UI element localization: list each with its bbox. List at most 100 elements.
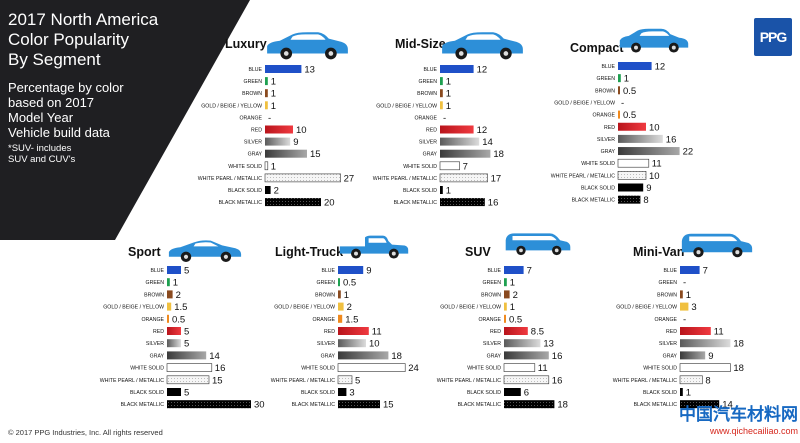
bar-row: BROWN 1	[315, 290, 349, 301]
value-label: 0.5	[623, 110, 636, 121]
category-label: SILVER	[317, 341, 335, 347]
bar-row: SILVER 9	[244, 137, 299, 148]
bar	[680, 266, 700, 274]
category-label: WHITE PEARL / METALLIC	[437, 378, 502, 384]
category-label: BROWN	[657, 292, 677, 298]
category-label: ORANGE	[655, 317, 678, 323]
value-label: 18	[493, 149, 504, 160]
bar-row: GRAY 22	[601, 147, 694, 158]
bar-row: GREEN 0.5	[317, 278, 357, 289]
car-icon	[681, 233, 753, 258]
value-label: 18	[733, 339, 744, 350]
value-label: 17	[491, 173, 502, 184]
bar	[167, 290, 173, 299]
category-label: GOLD / BEIGE / YELLOW	[274, 305, 335, 311]
subtitle-line-4: Vehicle build data	[8, 125, 110, 140]
value-label: 7	[703, 266, 708, 277]
bar	[680, 388, 683, 396]
category-label: SILVER	[244, 140, 262, 146]
category-label: GOLD / BEIGE / YELLOW	[201, 103, 262, 109]
copyright: © 2017 PPG Industries, Inc. All rights r…	[8, 428, 163, 437]
bar	[680, 351, 706, 360]
value-label: 1	[271, 161, 276, 172]
category-label: BROWN	[315, 292, 335, 298]
bar	[680, 327, 711, 335]
bar-row: GOLD / BEIGE / YELLOW 1	[201, 101, 276, 112]
value-label: 11	[714, 327, 724, 338]
bar-row: RED 12	[426, 125, 487, 136]
bar	[440, 89, 443, 98]
category-label: SILVER	[483, 341, 501, 347]
bar-row: BLACK SOLID 1	[403, 186, 451, 197]
category-label: GRAY	[423, 152, 438, 158]
category-label: GREEN	[419, 79, 438, 85]
bar	[618, 86, 620, 95]
category-label: BLUE	[663, 268, 677, 274]
bar-row: BLACK METALLIC 18	[458, 400, 568, 411]
bar	[440, 125, 474, 134]
bar-row: RED 10	[251, 125, 307, 136]
bar	[167, 327, 181, 335]
watermark-url: www.qichecailiao.com	[709, 426, 798, 436]
bar	[504, 302, 507, 311]
car-hub	[735, 250, 740, 255]
value-label: 1	[271, 77, 276, 88]
value-label: 1	[271, 89, 276, 100]
bar-row: ORANGE 0.5	[593, 110, 637, 121]
value-label: 11	[652, 159, 662, 170]
value-label: 1	[510, 278, 515, 289]
value-label: 5	[184, 266, 189, 277]
car-window	[290, 34, 326, 40]
value-label: 5	[184, 339, 189, 350]
bar-row: GREEN 1	[146, 278, 179, 289]
bar-row: BROWN 2	[144, 290, 181, 301]
bar-row: GREEN 1	[597, 74, 630, 85]
bar-row: GREEN -	[659, 278, 687, 289]
value-label: 1	[173, 278, 178, 289]
bar-row: BLACK SOLID 2	[228, 186, 279, 197]
category-label: WHITE SOLID	[581, 161, 615, 167]
bar-row: WHITE SOLID 11	[467, 363, 547, 374]
segment-title: Sport	[128, 245, 161, 259]
bar-row: GRAY 14	[150, 351, 220, 362]
value-label: 5	[184, 388, 189, 399]
bar	[167, 302, 172, 311]
category-label: GRAY	[663, 353, 678, 359]
value-label: 15	[310, 149, 321, 160]
value-label: 11	[538, 363, 548, 374]
category-label: BROWN	[481, 292, 501, 298]
bar	[440, 77, 443, 86]
title-line-1: 2017 North America	[8, 10, 159, 29]
car-icon	[339, 235, 409, 259]
bar-row: BROWN 2	[481, 290, 518, 301]
bar-row: WHITE PEARL / METALLIC 17	[373, 173, 501, 184]
category-label: BLACK METALLIC	[458, 402, 502, 408]
bar-row: BLACK METALLIC 14	[634, 400, 733, 411]
subtitle-line-3: Model Year	[8, 110, 74, 125]
value-label: 0.5	[509, 314, 522, 325]
bar-row: WHITE SOLID 24	[301, 363, 419, 374]
value-label: 12	[477, 125, 488, 136]
category-label: GREEN	[597, 76, 616, 82]
car-window	[465, 34, 501, 40]
title-line-3: By Segment	[8, 50, 101, 69]
bar	[504, 339, 541, 348]
bar-row: BLUE 7	[487, 266, 531, 277]
bar	[439, 173, 488, 183]
bar-row: BROWN 1	[657, 290, 691, 301]
value-label: 13	[304, 65, 315, 76]
value-label: 14	[722, 400, 733, 411]
value-label: 7	[527, 266, 532, 277]
bar	[338, 302, 344, 311]
value-label: 18	[391, 351, 402, 362]
bar	[265, 149, 307, 158]
category-label: ORANGE	[415, 115, 438, 121]
category-label: BLACK SOLID	[301, 390, 335, 396]
bar	[337, 363, 406, 372]
value-label: 9	[646, 183, 651, 194]
category-label: BLACK METALLIC	[394, 200, 438, 206]
category-label: WHITE PEARL / METALLIC	[100, 378, 165, 384]
value-label: 9	[366, 266, 371, 277]
category-label: GOLD / BEIGE / YELLOW	[554, 100, 615, 106]
